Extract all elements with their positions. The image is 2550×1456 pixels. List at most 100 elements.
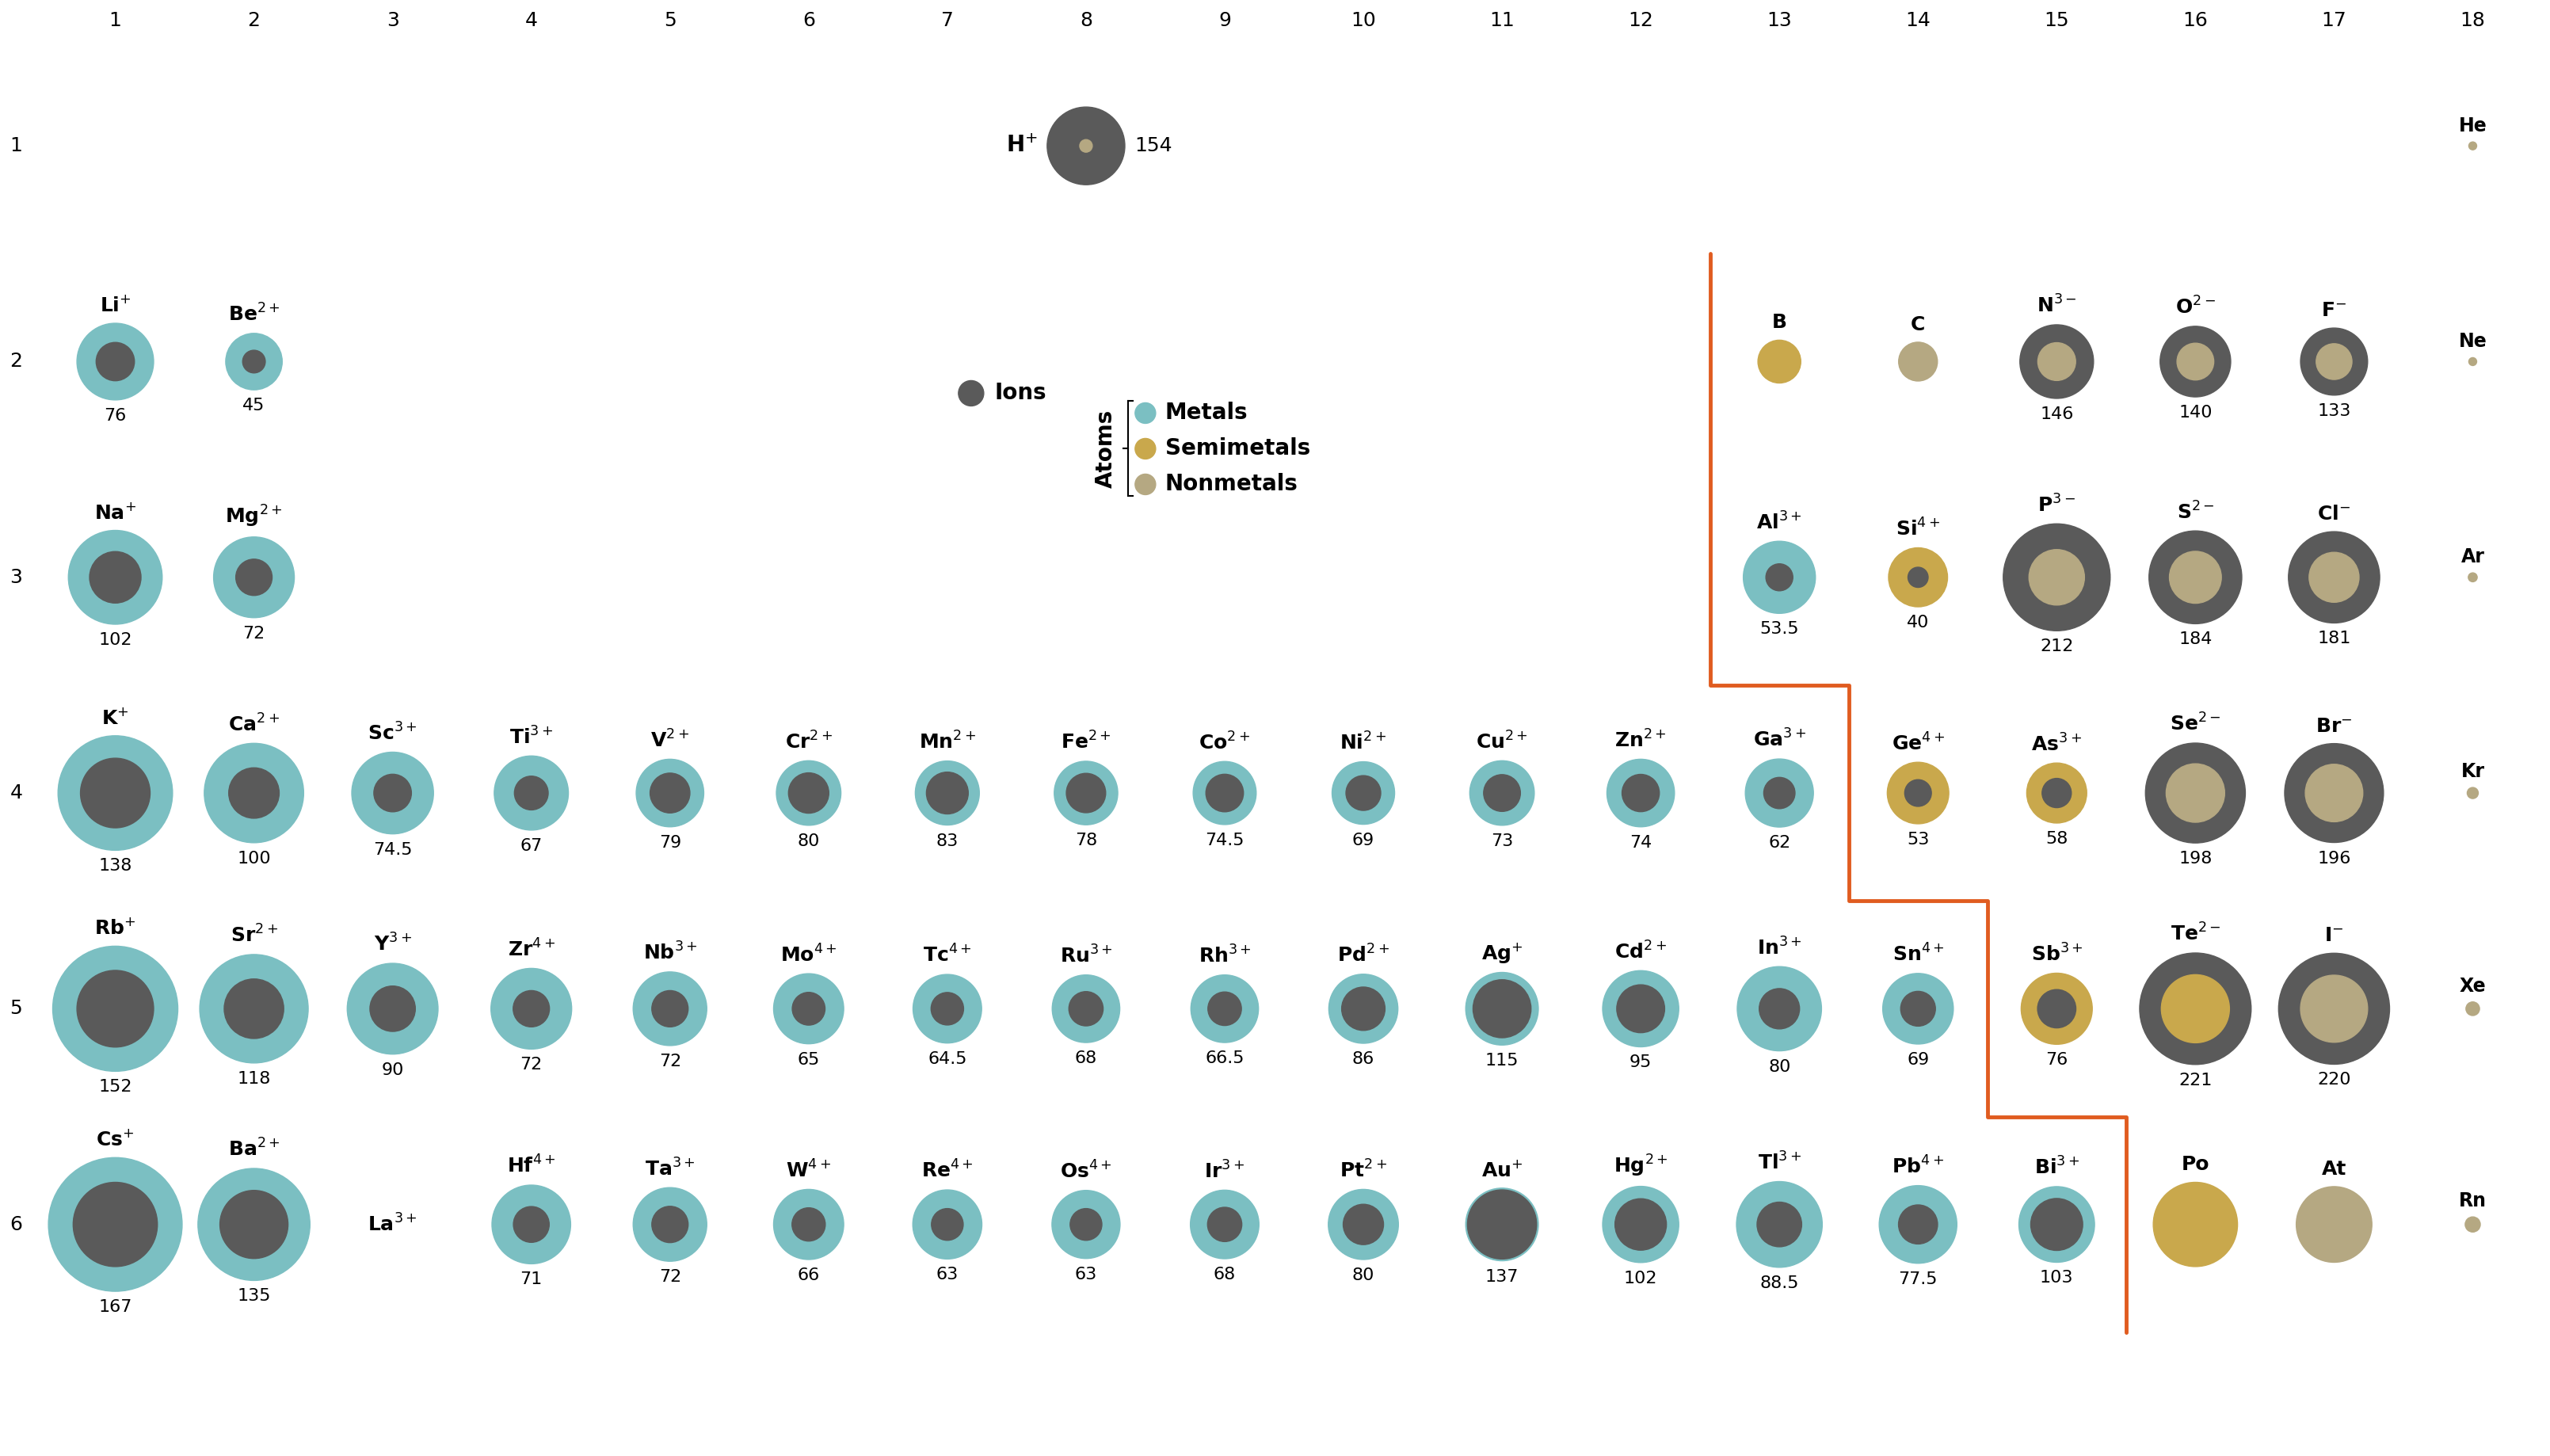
Text: As$^{3+}$: As$^{3+}$ <box>2032 734 2081 756</box>
Circle shape <box>632 1188 706 1261</box>
Text: Be$^{2+}$: Be$^{2+}$ <box>227 304 280 325</box>
Text: Al$^{3+}$: Al$^{3+}$ <box>1757 511 1803 533</box>
Text: Fe$^{2+}$: Fe$^{2+}$ <box>1061 732 1112 753</box>
Text: 76: 76 <box>105 408 128 424</box>
Text: 66: 66 <box>798 1267 821 1283</box>
Text: Mo$^{4+}$: Mo$^{4+}$ <box>780 943 836 965</box>
Text: 74: 74 <box>1629 834 1652 850</box>
Text: Re$^{4+}$: Re$^{4+}$ <box>921 1160 974 1182</box>
Text: 212: 212 <box>2040 639 2073 655</box>
Circle shape <box>76 970 153 1047</box>
Circle shape <box>1744 542 1816 613</box>
Circle shape <box>1341 987 1385 1031</box>
Text: Pt$^{2+}$: Pt$^{2+}$ <box>1339 1160 1387 1181</box>
Text: 167: 167 <box>99 1299 133 1315</box>
Text: 78: 78 <box>1074 833 1096 849</box>
Text: N$^{3−}$: N$^{3−}$ <box>2037 296 2076 317</box>
Text: P$^{3−}$: P$^{3−}$ <box>2037 495 2076 515</box>
Circle shape <box>2037 990 2076 1028</box>
Text: 68: 68 <box>1074 1050 1096 1066</box>
Text: 53: 53 <box>1907 831 1930 847</box>
Circle shape <box>793 1208 826 1241</box>
Text: 184: 184 <box>2178 632 2213 648</box>
Circle shape <box>242 351 265 373</box>
Text: 79: 79 <box>658 834 681 850</box>
Circle shape <box>375 775 411 812</box>
Circle shape <box>1737 967 1821 1051</box>
Text: 12: 12 <box>1627 12 1652 31</box>
Circle shape <box>2152 1182 2236 1267</box>
Text: 72: 72 <box>658 1270 681 1286</box>
Text: Ta$^{3+}$: Ta$^{3+}$ <box>645 1158 696 1179</box>
Circle shape <box>1048 108 1125 185</box>
Circle shape <box>2145 743 2247 843</box>
Text: 140: 140 <box>2178 405 2213 421</box>
Circle shape <box>48 1158 181 1291</box>
Circle shape <box>352 753 434 834</box>
Circle shape <box>635 759 704 827</box>
Circle shape <box>1759 989 1800 1029</box>
Circle shape <box>1606 759 1675 827</box>
Circle shape <box>2004 524 2111 630</box>
Text: Si$^{4+}$: Si$^{4+}$ <box>1895 518 1941 540</box>
Text: 71: 71 <box>520 1271 543 1287</box>
Text: 198: 198 <box>2178 850 2213 866</box>
Circle shape <box>2037 342 2076 380</box>
Circle shape <box>1601 971 1678 1047</box>
Circle shape <box>219 1191 288 1258</box>
Circle shape <box>89 552 140 603</box>
Circle shape <box>82 759 150 828</box>
Circle shape <box>1079 140 1091 153</box>
Text: 152: 152 <box>99 1079 133 1095</box>
Circle shape <box>1614 1198 1668 1251</box>
Text: 5: 5 <box>10 999 23 1018</box>
Text: 4: 4 <box>10 783 23 802</box>
Text: W$^{4+}$: W$^{4+}$ <box>785 1160 831 1181</box>
Text: Pd$^{2+}$: Pd$^{2+}$ <box>1336 945 1390 967</box>
Circle shape <box>2139 954 2252 1064</box>
Circle shape <box>2468 141 2476 150</box>
Circle shape <box>492 968 571 1050</box>
Text: Metals: Metals <box>1165 402 1247 424</box>
Circle shape <box>2300 328 2366 395</box>
Circle shape <box>2280 954 2389 1064</box>
Circle shape <box>97 342 135 381</box>
Text: O$^{2−}$: O$^{2−}$ <box>2175 297 2216 319</box>
Text: 67: 67 <box>520 839 543 853</box>
Text: 66.5: 66.5 <box>1206 1050 1244 1066</box>
Text: Cd$^{2+}$: Cd$^{2+}$ <box>1614 941 1668 962</box>
Text: Te$^{2−}$: Te$^{2−}$ <box>2170 923 2221 945</box>
Circle shape <box>513 1207 548 1242</box>
Circle shape <box>1484 775 1520 811</box>
Circle shape <box>931 1208 964 1241</box>
Circle shape <box>492 1185 571 1264</box>
Text: 100: 100 <box>237 850 270 866</box>
Text: 196: 196 <box>2318 850 2351 866</box>
Text: Hf$^{4+}$: Hf$^{4+}$ <box>507 1156 556 1176</box>
Text: 154: 154 <box>1135 137 1173 156</box>
Text: 80: 80 <box>798 833 821 849</box>
Circle shape <box>2468 788 2479 798</box>
Text: Tc$^{4+}$: Tc$^{4+}$ <box>923 945 972 967</box>
Text: 3: 3 <box>10 568 23 587</box>
Text: Sr$^{2+}$: Sr$^{2+}$ <box>229 925 278 946</box>
Text: 80: 80 <box>1352 1267 1374 1283</box>
Text: 118: 118 <box>237 1072 270 1086</box>
Text: 62: 62 <box>1767 834 1790 850</box>
Circle shape <box>199 955 309 1063</box>
Text: 63: 63 <box>936 1267 959 1283</box>
Text: Ba$^{2+}$: Ba$^{2+}$ <box>227 1139 280 1160</box>
Text: S$^{2−}$: S$^{2−}$ <box>2178 501 2213 523</box>
Text: Cs$^{+}$: Cs$^{+}$ <box>97 1130 135 1150</box>
Text: Atoms: Atoms <box>1094 409 1117 488</box>
Circle shape <box>2162 974 2229 1042</box>
Text: F$^{−}$: F$^{−}$ <box>2320 301 2346 320</box>
Circle shape <box>2300 976 2366 1042</box>
Text: Rn: Rn <box>2458 1191 2486 1210</box>
Text: Ru$^{3+}$: Ru$^{3+}$ <box>1061 945 1112 967</box>
Circle shape <box>1601 1187 1678 1262</box>
Text: 14: 14 <box>1905 12 1930 31</box>
Circle shape <box>2030 1198 2083 1251</box>
Circle shape <box>235 559 273 596</box>
Circle shape <box>2287 531 2379 623</box>
